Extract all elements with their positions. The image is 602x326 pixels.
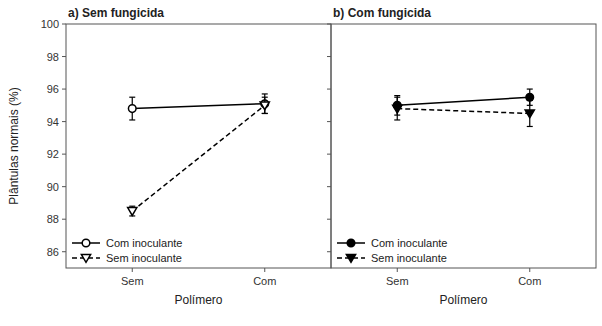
- y-tick: [62, 89, 66, 90]
- error-bar-cap: [527, 88, 533, 89]
- legend-label: Sem inoculante: [371, 252, 447, 264]
- y-tick: [327, 186, 331, 187]
- panel: a) Sem fungicida 86 88 90 92 94 96 98 100 Sem Com P…: [7, 6, 331, 307]
- error-bar-cap: [394, 97, 400, 98]
- chart: a) Sem fungicida 86 88 90 92 94 96 98 100 Sem Com P…: [0, 0, 602, 326]
- x-tick-label: Sem: [121, 275, 144, 287]
- x-tick-label: Com: [253, 275, 276, 287]
- y-tick-label: 86: [47, 246, 59, 258]
- y-tick: [62, 121, 66, 122]
- marker: [393, 105, 402, 113]
- y-tick: [62, 186, 66, 187]
- plot-frame: [66, 24, 331, 268]
- legend-marker: [347, 239, 355, 247]
- y-tick: [327, 24, 331, 25]
- error-bar-cap: [394, 119, 400, 120]
- legend-marker: [82, 239, 90, 247]
- y-tick: [62, 24, 66, 25]
- title: b) Com fungicida: [333, 6, 431, 20]
- legend-label: Com inoculante: [371, 237, 447, 249]
- error-bar-cap: [129, 97, 135, 98]
- legend: Com inoculante Sem inoculante: [337, 237, 447, 264]
- y-tick: [327, 154, 331, 155]
- x-tick: [529, 268, 530, 272]
- y-axis-label: Plântulas normais (%): [7, 87, 21, 204]
- series-line: [397, 97, 530, 105]
- error-bar-cap: [394, 95, 400, 96]
- x-tick-label: Sem: [386, 275, 409, 287]
- x-axis-label: Polímero: [174, 293, 222, 307]
- marker: [526, 93, 534, 101]
- y-tick: [327, 251, 331, 252]
- legend-marker: [346, 255, 355, 263]
- legend-label: Com inoculante: [106, 237, 182, 249]
- y-tick-label: 98: [47, 51, 59, 63]
- error-bar-cap: [262, 97, 268, 98]
- error-bar: [129, 97, 135, 120]
- y-tick-label: 100: [41, 18, 59, 30]
- y-tick: [62, 154, 66, 155]
- y-tick-label: 96: [47, 83, 59, 95]
- marker: [525, 110, 534, 118]
- marker: [260, 102, 269, 110]
- y-tick: [327, 121, 331, 122]
- x-axis-label: Polímero: [439, 293, 487, 307]
- x-tick-label: Com: [518, 275, 541, 287]
- series-line: [132, 105, 265, 211]
- error-bar-cap: [527, 126, 533, 127]
- x-tick: [264, 268, 265, 272]
- error-bar-cap: [262, 93, 268, 94]
- error-bar-cap: [129, 119, 135, 120]
- x-tick: [132, 268, 133, 272]
- x-tick: [397, 268, 398, 272]
- marker: [128, 208, 137, 216]
- legend-marker: [81, 255, 90, 263]
- error-bar-cap: [129, 206, 135, 207]
- y-tick: [327, 89, 331, 90]
- error-bar-cap: [262, 113, 268, 114]
- y-tick: [327, 56, 331, 57]
- y-tick: [62, 219, 66, 220]
- error-bar-cap: [262, 113, 268, 114]
- y-tick-label: 94: [47, 116, 59, 128]
- y-tick-label: 88: [47, 213, 59, 225]
- marker: [128, 105, 136, 113]
- data-area: [393, 89, 535, 126]
- title: a) Sem fungicida: [68, 6, 164, 20]
- y-tick-label: 92: [47, 148, 59, 160]
- series-line: [397, 109, 530, 114]
- y-tick-label: 90: [47, 181, 59, 193]
- error-bar-cap: [527, 100, 533, 101]
- series-line: [132, 104, 265, 109]
- y-tick: [62, 251, 66, 252]
- legend-label: Sem inoculante: [106, 252, 182, 264]
- data-area: [128, 94, 270, 216]
- y-tick: [327, 219, 331, 220]
- panel: b) Com fungicida Sem Com Polímero Com inocul…: [327, 6, 596, 307]
- y-tick: [62, 56, 66, 57]
- plot-frame: [331, 24, 596, 268]
- legend: Com inoculante Sem inoculante: [72, 237, 182, 264]
